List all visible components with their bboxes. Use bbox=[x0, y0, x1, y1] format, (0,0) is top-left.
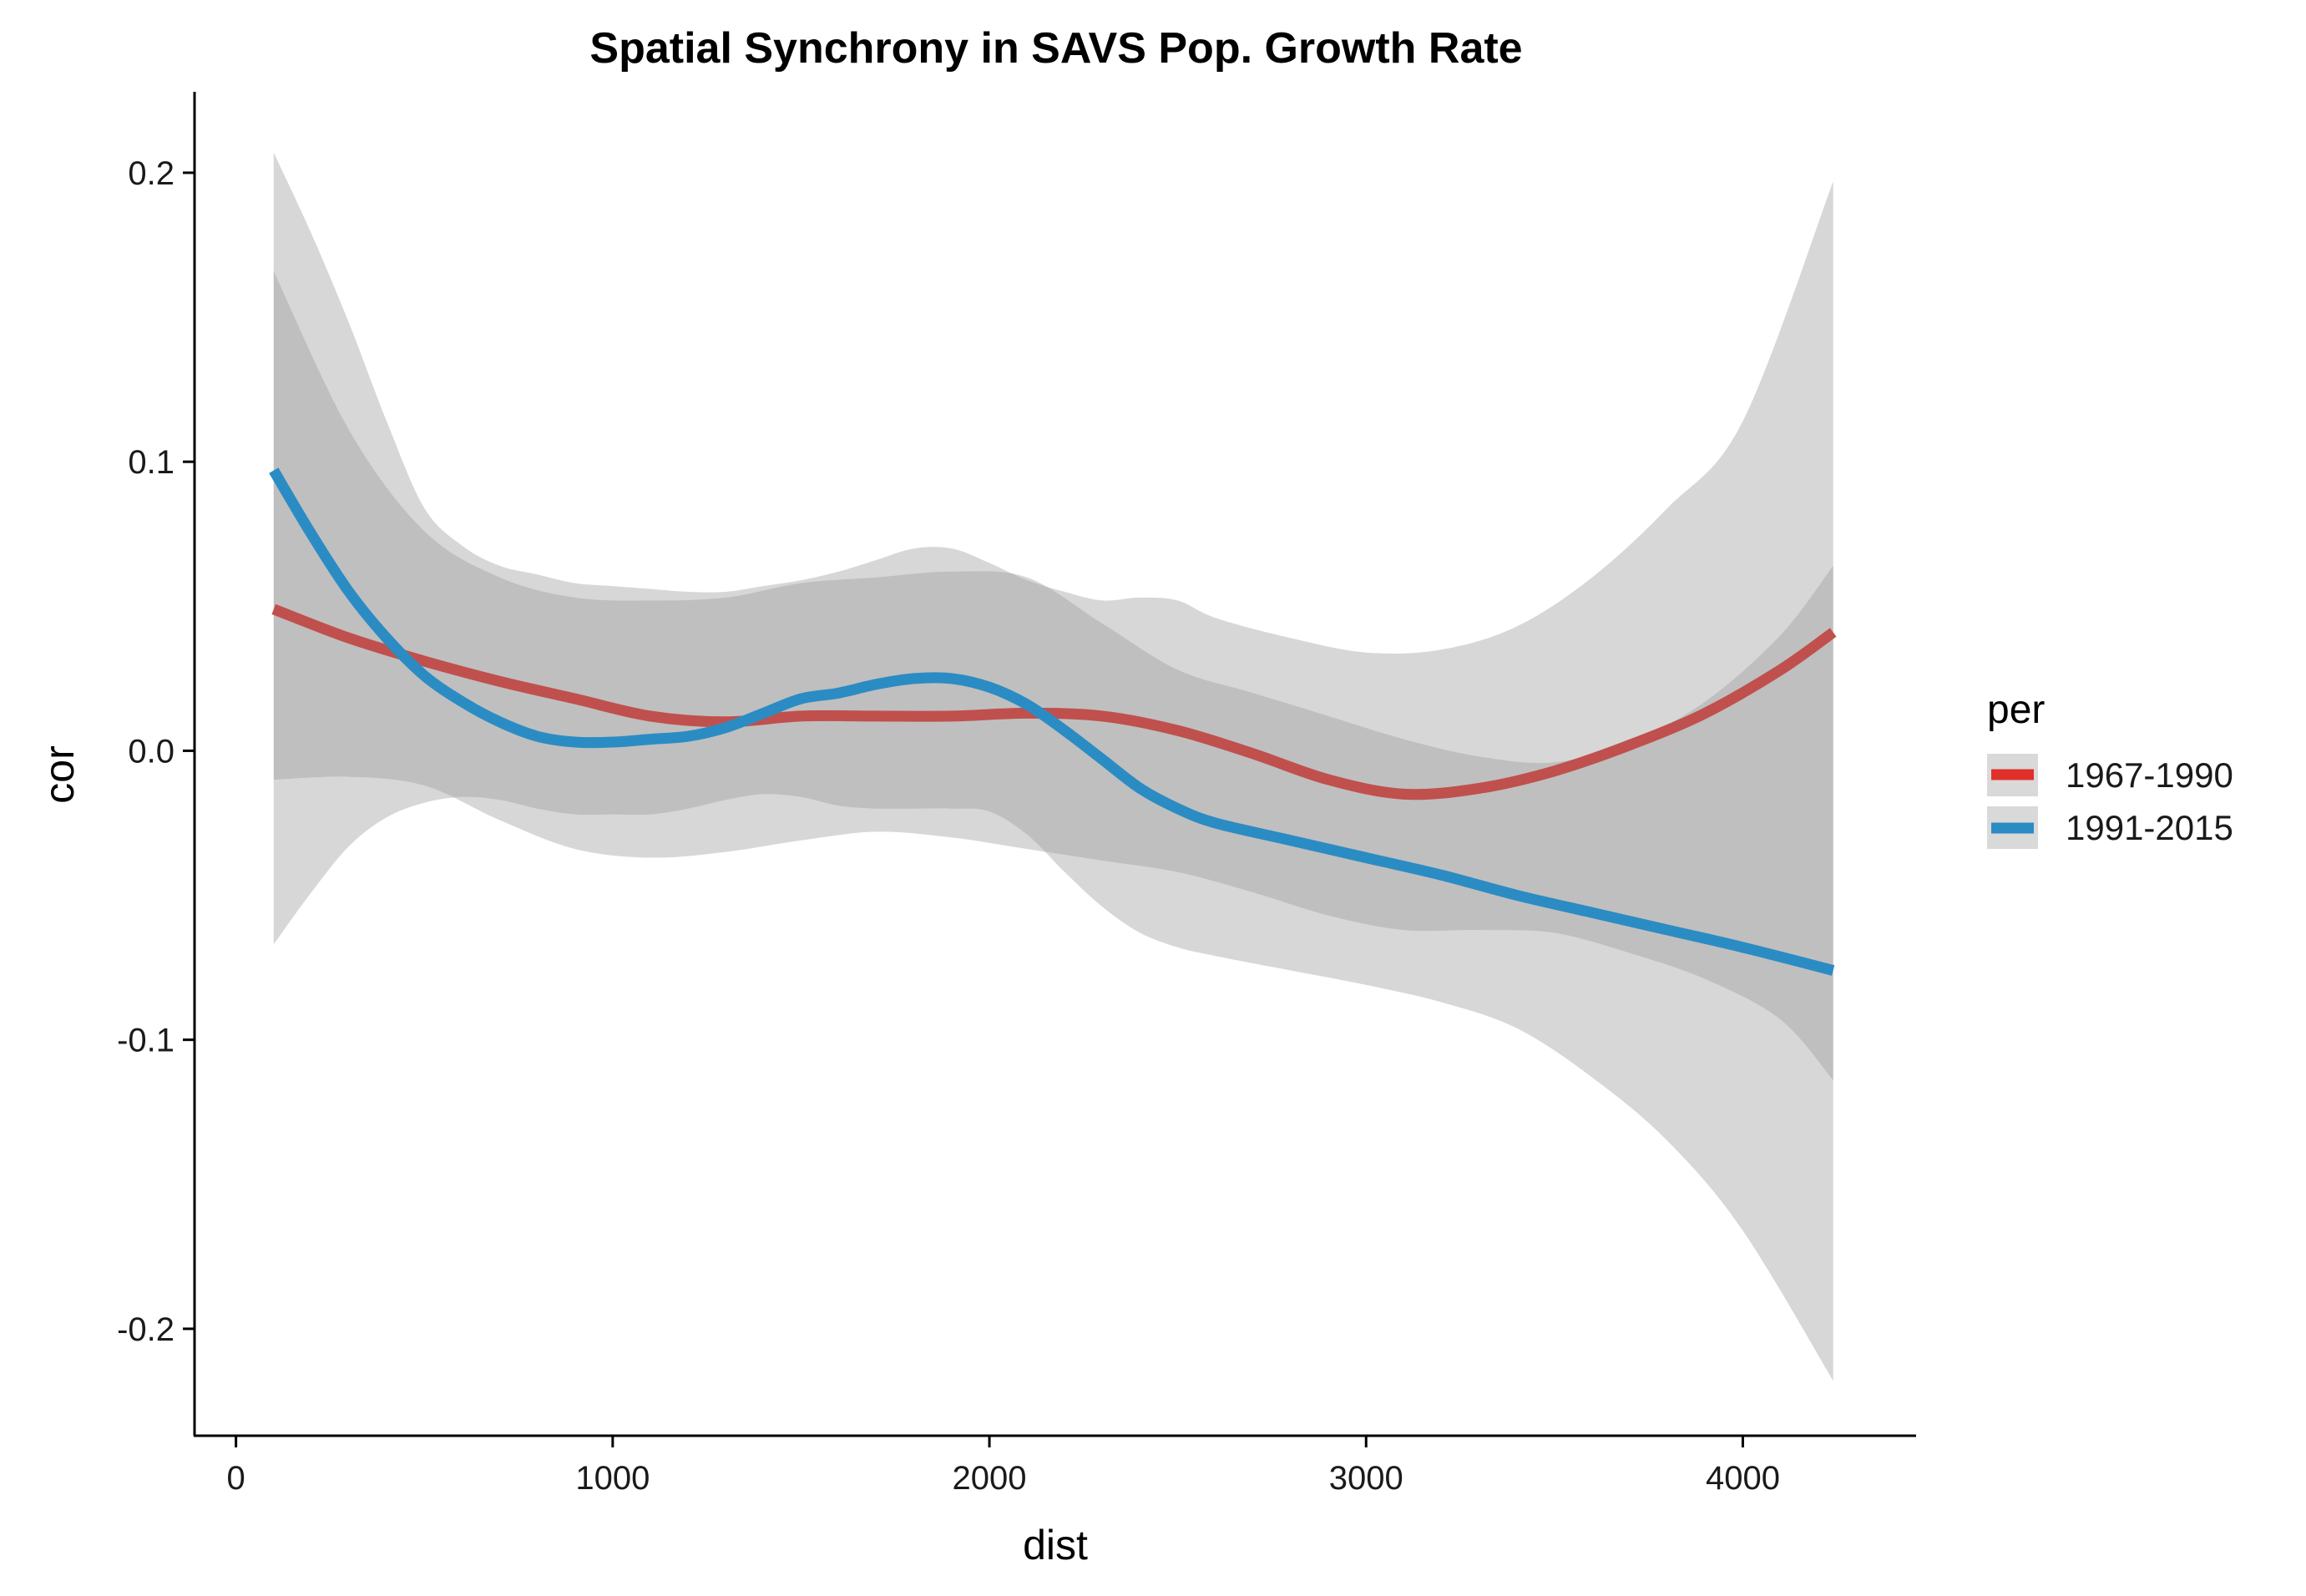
x-tick-label: 0 bbox=[227, 1460, 245, 1497]
y-tick-label: 0.0 bbox=[128, 733, 174, 770]
line-1991-2015 bbox=[269, 467, 1835, 976]
x-tick-label: 3000 bbox=[1329, 1460, 1403, 1497]
ribbon-1991-2015 bbox=[273, 152, 1833, 1381]
chart-title: Spatial Synchrony in SAVS Pop. Growth Ra… bbox=[589, 24, 1522, 73]
legend-label-1967-1990: 1967-1990 bbox=[2066, 755, 2233, 795]
series-lines bbox=[269, 467, 1837, 976]
y-tick-label: -0.2 bbox=[117, 1311, 174, 1348]
y-tick-label: 0.1 bbox=[128, 444, 174, 481]
legend-label-1991-2015: 1991-2015 bbox=[2066, 808, 2233, 847]
legend-title: per bbox=[1987, 688, 2045, 732]
x-axis-ticks: 0 1000 2000 3000 4000 bbox=[227, 1436, 1780, 1497]
confidence-ribbons bbox=[273, 152, 1833, 1381]
x-tick-label: 2000 bbox=[953, 1460, 1027, 1497]
y-axis-ticks: -0.2 -0.1 0.0 0.1 0.2 bbox=[117, 155, 195, 1348]
y-tick-label: -0.1 bbox=[117, 1023, 174, 1059]
x-tick-label: 4000 bbox=[1706, 1460, 1780, 1497]
axes bbox=[193, 92, 1916, 1437]
y-axis-title: cor bbox=[36, 745, 83, 803]
legend: per 1967-1990 1991-2015 bbox=[1987, 688, 2233, 849]
x-tick-label: 1000 bbox=[575, 1460, 650, 1497]
line-1967-1990 bbox=[271, 604, 1837, 801]
y-tick-label: 0.2 bbox=[128, 155, 174, 192]
x-axis-title: dist bbox=[1023, 1522, 1088, 1568]
